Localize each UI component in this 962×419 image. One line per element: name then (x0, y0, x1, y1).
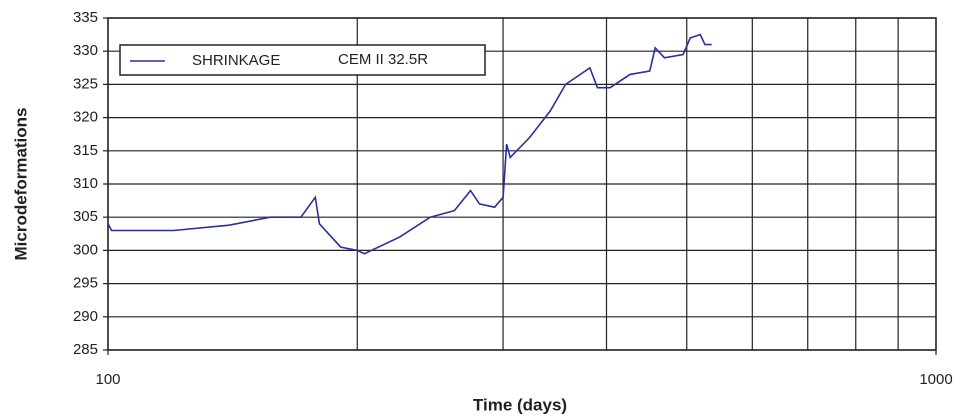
y-tick-label: 310 (73, 175, 98, 192)
y-tick-label: 305 (73, 208, 98, 225)
y-tick-label: 295 (73, 275, 98, 292)
y-tick-label: 325 (73, 75, 98, 92)
y-tick-label: 300 (73, 241, 98, 258)
y-tick-label: 290 (73, 308, 98, 325)
y-tick-label: 335 (73, 9, 98, 26)
legend-label: SHRINKAGE (192, 52, 280, 69)
x-axis-label: Time (days) (473, 395, 567, 414)
y-axis-label: Microdeformations (11, 107, 30, 260)
series-line (107, 33, 712, 255)
y-tick-label: 330 (73, 42, 98, 59)
legend-box (119, 44, 486, 76)
legend-annotation: CEM II 32.5R (338, 51, 428, 68)
y-tick-label: 315 (73, 142, 98, 159)
y-tick-label: 320 (73, 109, 98, 126)
plot-frame (107, 17, 937, 351)
x-tick-label: 1000 (919, 371, 952, 388)
y-tick-label: 285 (73, 341, 98, 358)
x-tick-label: 100 (95, 371, 120, 388)
